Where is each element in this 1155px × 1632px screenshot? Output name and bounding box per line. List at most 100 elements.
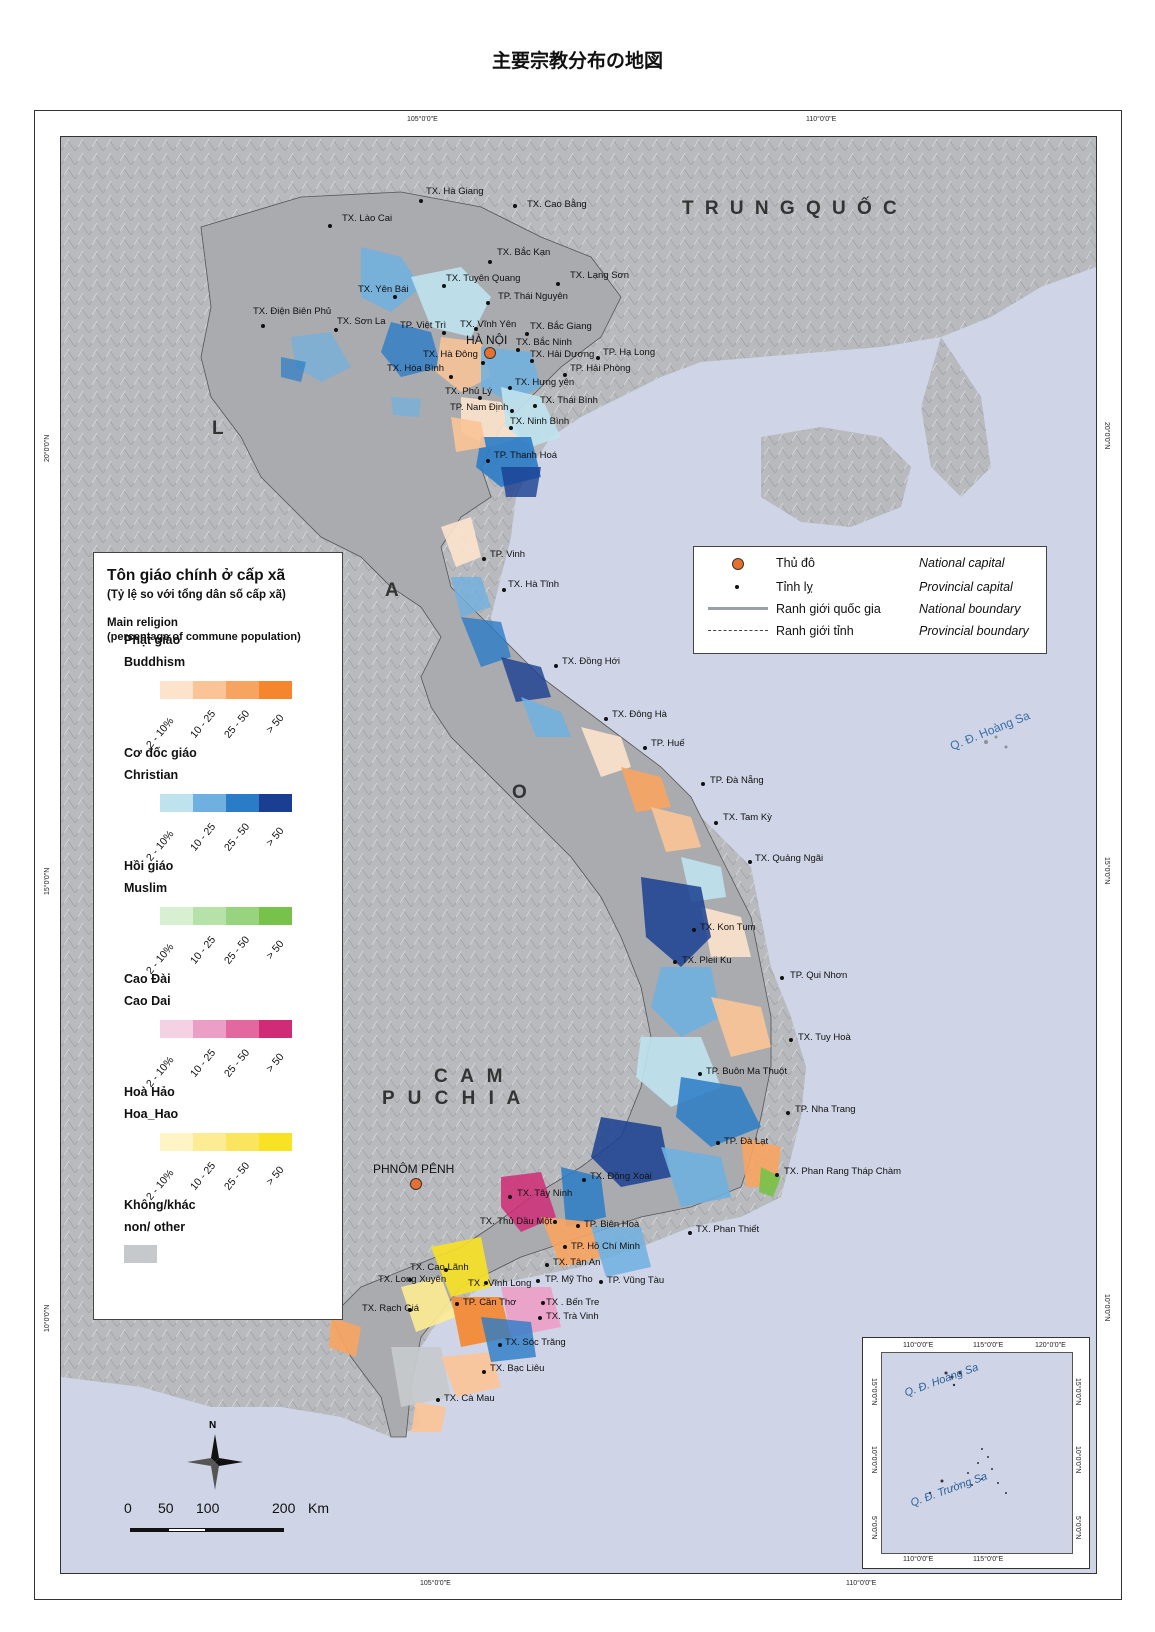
provincial-capital-dot[interactable] [455, 1302, 459, 1306]
provincial-capital-dot[interactable] [513, 204, 517, 208]
provincial-capital-label: TP. Thái Nguyên [498, 291, 568, 302]
provincial-capital-dot[interactable] [643, 746, 647, 750]
swatch-hoa-hao-1 [160, 1133, 193, 1151]
provincial-capital-dot[interactable] [436, 1398, 440, 1402]
capital-marker-phnom-penh[interactable] [410, 1178, 422, 1190]
provincial-capital-dot[interactable] [692, 928, 696, 932]
provincial-capital-dot[interactable] [599, 1280, 603, 1284]
provincial-capital-dot[interactable] [482, 1370, 486, 1374]
provincial-capital-dot[interactable] [478, 396, 482, 400]
page-title: 主要宗教分布の地図 [491, 50, 663, 72]
provincial-capital-dot[interactable] [563, 1245, 567, 1249]
provincial-capital-dot[interactable] [508, 386, 512, 390]
provincial-capital-dot[interactable] [449, 375, 453, 379]
label-laos-l: L [212, 418, 224, 439]
provincial-capital-dot[interactable] [596, 356, 600, 360]
provincial-capital-dot[interactable] [789, 1038, 793, 1042]
provincial-capital-label: TX. Quảng Ngãi [755, 853, 824, 864]
symbol-row-national-boundary: Ranh giới quốc gia National boundary [694, 599, 1046, 619]
range-label: > 50 [264, 1051, 287, 1075]
provincial-capital-dot[interactable] [484, 1281, 488, 1285]
provincial-capital-label: TX. Bạc Liêu [490, 1363, 545, 1374]
provincial-capital-dot[interactable] [554, 664, 558, 668]
provincial-capital-dot[interactable] [486, 301, 490, 305]
provincial-capital-dot[interactable] [716, 1141, 720, 1145]
provincial-capital-dot[interactable] [536, 1279, 540, 1283]
provincial-capital-dot[interactable] [442, 284, 446, 288]
provincial-capital-label: TX. Bắc Ninh [516, 337, 572, 348]
label-hanoi: HÀ NỘI [466, 333, 508, 347]
provincial-capital-dot[interactable] [482, 557, 486, 561]
provincial-capital-dot[interactable] [328, 224, 332, 228]
provincial-capital-dot[interactable] [393, 295, 397, 299]
provincial-capital-label: TX. Ninh Bình [510, 416, 570, 427]
provincial-capital-dot[interactable] [533, 404, 537, 408]
provincial-capital-dot[interactable] [442, 331, 446, 335]
provincial-capital-label: TX. Điện Biên Phủ [253, 306, 332, 317]
capital-marker-hanoi[interactable] [484, 347, 496, 359]
north-arrow: N [185, 1420, 245, 1490]
lat-label-10-right: 10°0'0"N [1103, 1294, 1110, 1322]
legend-subtitle-en: (percentage of commune population) [107, 631, 301, 643]
provincial-capital-dot[interactable] [508, 1195, 512, 1199]
legend-none-vi: Không/khác [124, 1198, 196, 1212]
provincial-capital-label: TX. Hưng yên [515, 377, 575, 388]
hoang-sa-islands [984, 735, 1008, 749]
provincial-capital-dot[interactable] [510, 409, 514, 413]
provincial-capital-dot[interactable] [481, 361, 485, 365]
provincial-capital-label: TX. Phan Thiết [696, 1224, 760, 1235]
symbol-legend: Thủ đô National capital Tỉnh lỵ Provinci… [693, 546, 1047, 654]
provincial-capital-dot[interactable] [563, 373, 567, 377]
legend-group-muslim: Hồi giáo Muslim 2 - 10% 10 - 25 25 - 50 … [124, 859, 324, 977]
provincial-capital-dot[interactable] [545, 1263, 549, 1267]
swatch-cao-dai-3 [226, 1020, 259, 1038]
provincial-capital-dot[interactable] [486, 459, 490, 463]
swatch-none [124, 1245, 157, 1263]
provincial-capital-dot[interactable] [538, 1316, 542, 1320]
provincial-capital-dot[interactable] [748, 860, 752, 864]
provincial-capital-dot[interactable] [408, 1278, 412, 1282]
provincial-capital-label: TP. Nam Định [450, 402, 509, 413]
provincial-capital-dot[interactable] [604, 717, 608, 721]
provincial-capital-dot[interactable] [576, 1224, 580, 1228]
provincial-capital-dot[interactable] [780, 976, 784, 980]
lon-label-110-top: 110°0'0"E [806, 116, 837, 123]
provincial-capital-dot[interactable] [714, 821, 718, 825]
provincial-capital-dot[interactable] [261, 324, 265, 328]
provincial-capital-dot[interactable] [582, 1178, 586, 1182]
provincial-capital-dot[interactable] [525, 332, 529, 336]
provincial-capital-dot[interactable] [474, 327, 478, 331]
provincial-capital-dot[interactable] [509, 426, 513, 430]
provincial-capital-label: TX. Hà Đông [423, 349, 478, 360]
provincial-capital-dot[interactable] [698, 1072, 702, 1076]
provincial-capital-dot[interactable] [419, 199, 423, 203]
provincial-capital-dot[interactable] [408, 1308, 412, 1312]
provincial-capital-dot[interactable] [775, 1173, 779, 1177]
range-label: > 50 [264, 825, 287, 849]
provincial-capital-dot[interactable] [553, 1220, 557, 1224]
provincial-capital-dot[interactable] [530, 359, 534, 363]
legend-group-en: Cao Dai [124, 994, 171, 1008]
central-religion-patches [441, 517, 751, 957]
provincial-capital-dot[interactable] [334, 328, 338, 332]
provincial-capital-label: TP. Vinh [490, 549, 526, 560]
provincial-capital-dot[interactable] [444, 1268, 448, 1272]
provincial-capital-label: TX. Hà Giang [426, 186, 484, 197]
provincial-capital-dot[interactable] [541, 1301, 545, 1305]
provincial-capital-dot[interactable] [688, 1231, 692, 1235]
provincial-capital-dot[interactable] [502, 588, 506, 592]
provincial-capital-dot[interactable] [701, 782, 705, 786]
north-label: N [209, 1420, 217, 1431]
provincial-capital-dot[interactable] [556, 282, 560, 286]
provincial-capital-label: TX . Bến Tre [546, 1297, 600, 1308]
provincial-capital-dot[interactable] [516, 348, 520, 352]
provincial-capital-dot[interactable] [498, 1343, 502, 1347]
lon-label-110-bottom: 110°0'0"E [846, 1580, 877, 1587]
label-china: T R U N G Q U Ố C [682, 198, 900, 219]
provincial-capital-label: TX. Phủ Lý [445, 386, 492, 397]
provincial-capital-dot[interactable] [786, 1111, 790, 1115]
inset-lon-110-bottom: 110°0'0"E [903, 1556, 934, 1563]
provincial-capital-dot[interactable] [673, 960, 677, 964]
provincial-capital-label: TX. Trà Vinh [546, 1311, 599, 1322]
provincial-capital-dot[interactable] [488, 260, 492, 264]
